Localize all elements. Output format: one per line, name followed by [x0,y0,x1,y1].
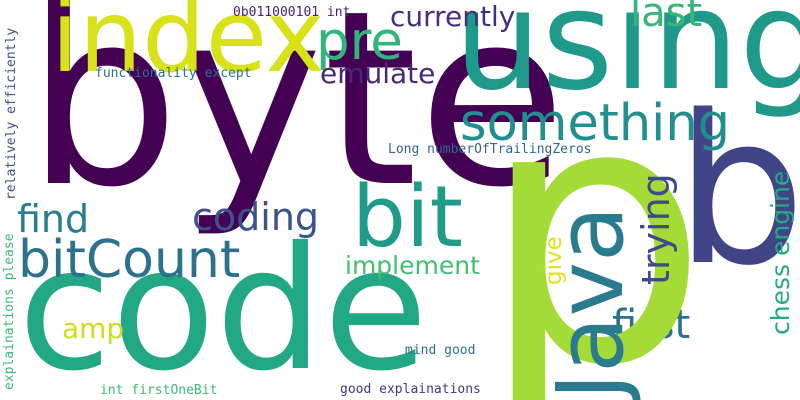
word-b: b [675,71,800,311]
word-give: give [541,236,567,285]
word-pre: pre [316,11,403,72]
word-code: code [18,211,428,400]
word-functionality-except: functionality except [95,66,252,81]
word-something: something [460,94,731,153]
word-long-trailing: Long numberOfTrailingZeros [388,142,592,157]
word-currently: currently [390,0,516,33]
word-last: last [630,0,703,36]
word-explainations-please: explainations please [2,233,17,390]
word-mind-good: mind good [405,343,476,358]
word-using: using [454,0,800,121]
word-find: find [17,197,90,241]
word-amp: amp [62,312,125,345]
word-relatively-efficiently: relatively efficiently [4,27,19,200]
word-bit: bit [352,168,463,267]
word-good-explainations: good explainations [340,382,481,397]
word-first: first [612,302,691,348]
word-p: p [480,25,709,400]
word-trying: trying [634,173,678,285]
word-emulate: emulate [320,57,436,90]
word-bitcount: bitCount [18,230,241,290]
word-byte: byte [26,0,567,241]
word-chess-engine: chess engine [766,170,795,335]
word-index: index [51,0,325,95]
word-implement: implement [345,251,480,280]
word-int-firstonebit: int firstOneBit [100,383,218,398]
word-java: Java [537,205,644,400]
word-binary-int: 0b011000101 int [233,5,351,20]
word-coding: coding [192,195,320,239]
